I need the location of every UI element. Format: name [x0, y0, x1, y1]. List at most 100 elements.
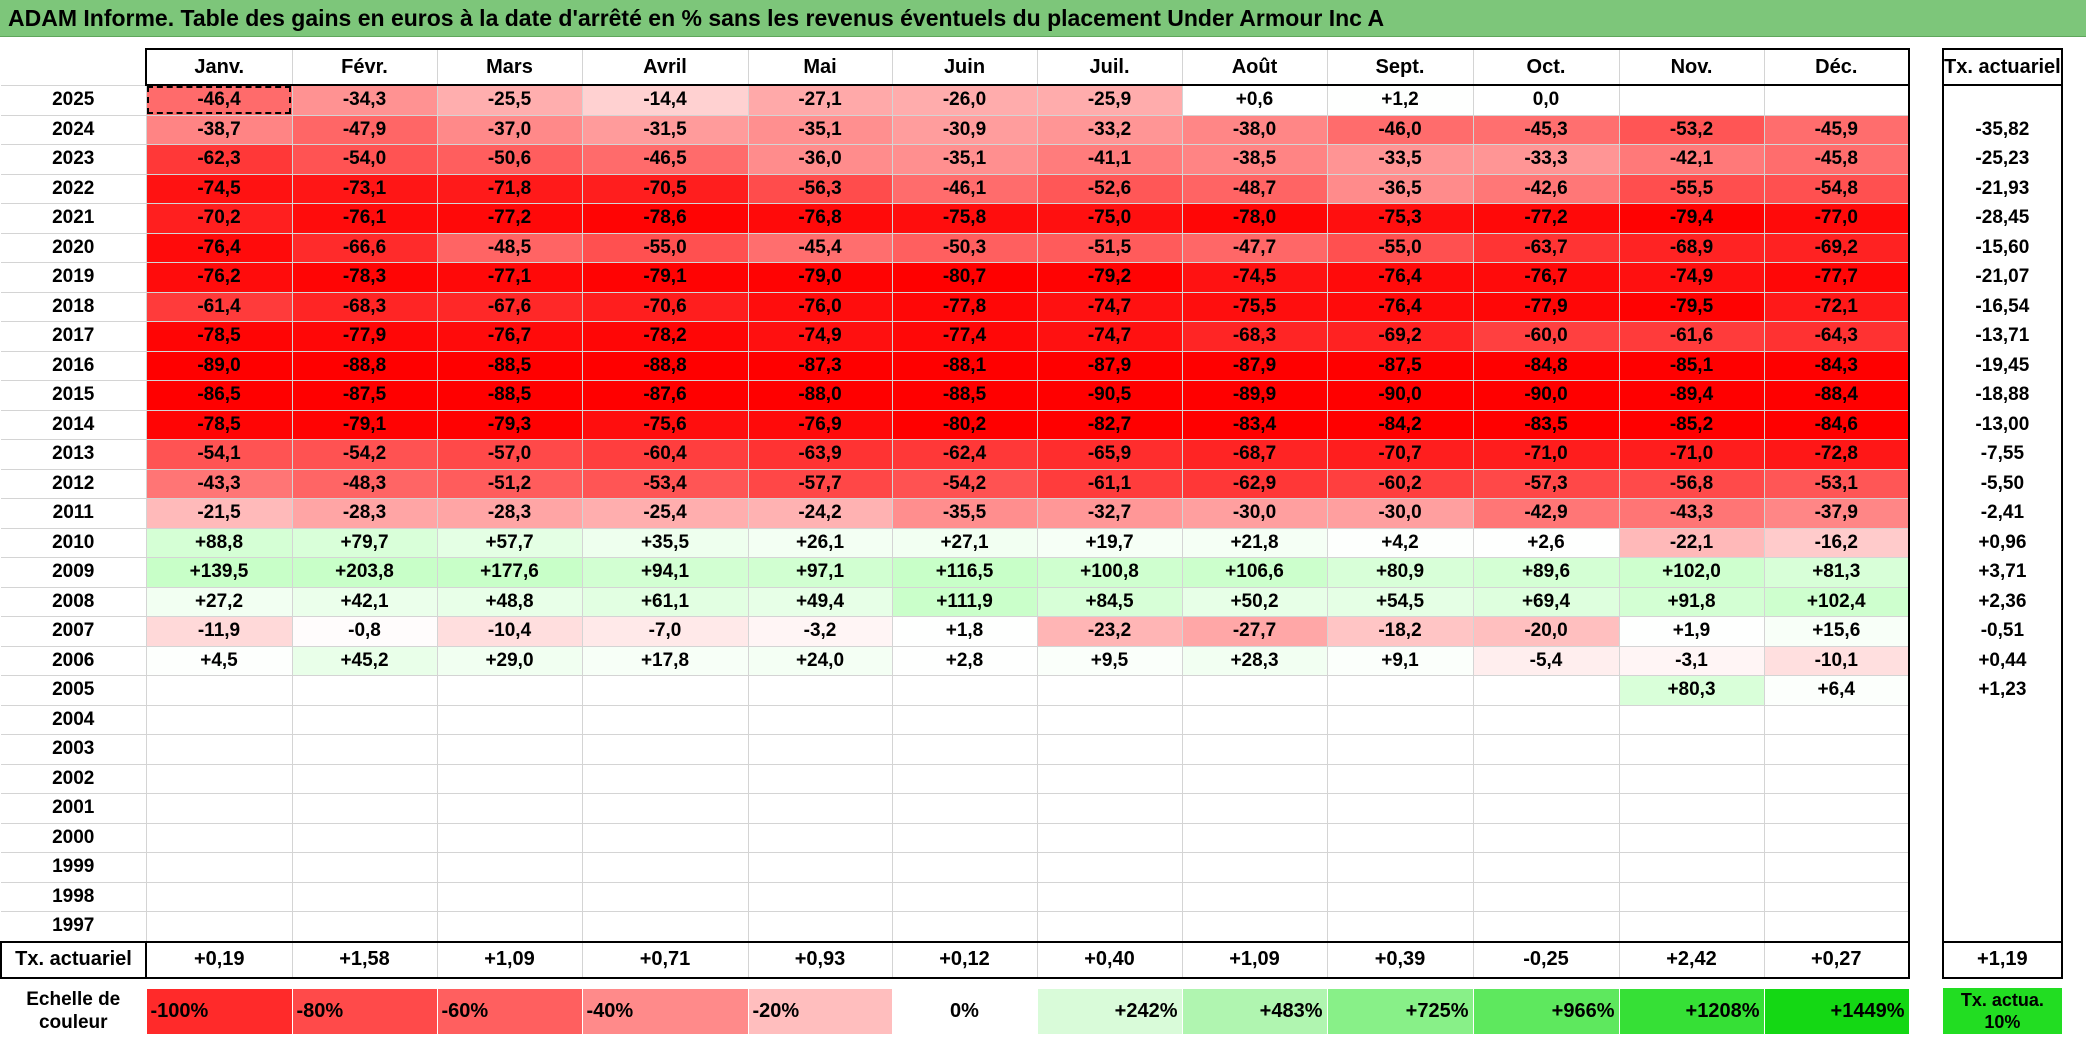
month-cell[interactable]: -88,5: [436, 380, 583, 411]
month-cell[interactable]: [1618, 793, 1765, 824]
month-cell[interactable]: -48,5: [436, 232, 583, 263]
month-cell[interactable]: -70,5: [581, 173, 749, 204]
month-cell[interactable]: [1472, 852, 1620, 883]
month-cell[interactable]: [1326, 911, 1474, 942]
month-cell[interactable]: -76,4: [1326, 262, 1474, 293]
month-cell[interactable]: -28,3: [291, 498, 438, 529]
month-cell[interactable]: +26,1: [747, 527, 893, 558]
month-cell[interactable]: -25,9: [1036, 84, 1183, 116]
month-cell[interactable]: -72,1: [1763, 291, 1910, 322]
month-cell[interactable]: [891, 822, 1038, 853]
month-cell[interactable]: -53,2: [1618, 114, 1765, 145]
month-cell[interactable]: -87,9: [1036, 350, 1183, 381]
month-cell[interactable]: -24,2: [747, 498, 893, 529]
month-cell[interactable]: -76,0: [747, 291, 893, 322]
month-cell[interactable]: [436, 881, 583, 912]
month-cell[interactable]: -88,8: [581, 350, 749, 381]
month-cell[interactable]: -11,9: [145, 616, 293, 647]
month-cell[interactable]: +6,4: [1763, 675, 1910, 706]
month-cell[interactable]: -42,6: [1472, 173, 1620, 204]
month-cell[interactable]: [145, 881, 293, 912]
month-cell[interactable]: -90,0: [1326, 380, 1474, 411]
month-cell[interactable]: -54,0: [291, 144, 438, 175]
month-cell[interactable]: [1036, 704, 1183, 735]
month-cell[interactable]: -78,3: [291, 262, 438, 293]
month-cell[interactable]: [145, 793, 293, 824]
month-cell[interactable]: +49,4: [747, 586, 893, 617]
month-cell[interactable]: -71,8: [436, 173, 583, 204]
month-cell[interactable]: [1036, 763, 1183, 794]
month-cell[interactable]: [581, 852, 749, 883]
month-cell[interactable]: [891, 881, 1038, 912]
month-cell[interactable]: [891, 675, 1038, 706]
month-cell[interactable]: [1326, 763, 1474, 794]
month-cell[interactable]: -74,9: [1618, 262, 1765, 293]
month-cell[interactable]: [1326, 704, 1474, 735]
month-cell[interactable]: -78,6: [581, 203, 749, 234]
month-cell[interactable]: -75,3: [1326, 203, 1474, 234]
month-cell[interactable]: -61,6: [1618, 321, 1765, 352]
month-cell[interactable]: +100,8: [1036, 557, 1183, 588]
month-cell[interactable]: +102,0: [1618, 557, 1765, 588]
month-cell[interactable]: -72,8: [1763, 439, 1910, 470]
month-cell[interactable]: -78,5: [145, 321, 293, 352]
month-cell[interactable]: -45,9: [1763, 114, 1910, 145]
month-cell[interactable]: -60,4: [581, 439, 749, 470]
month-cell[interactable]: [1181, 675, 1328, 706]
month-cell[interactable]: -55,0: [1326, 232, 1474, 263]
month-cell[interactable]: [1763, 822, 1910, 853]
month-cell[interactable]: -88,4: [1763, 380, 1910, 411]
month-cell[interactable]: [1618, 881, 1765, 912]
month-cell[interactable]: -80,7: [891, 262, 1038, 293]
month-cell[interactable]: +97,1: [747, 557, 893, 588]
month-cell[interactable]: -50,6: [436, 144, 583, 175]
month-cell[interactable]: -65,9: [1036, 439, 1183, 470]
month-cell[interactable]: -62,4: [891, 439, 1038, 470]
month-cell[interactable]: [581, 675, 749, 706]
month-cell[interactable]: [1763, 852, 1910, 883]
month-cell[interactable]: -34,3: [291, 84, 438, 116]
month-cell[interactable]: [1036, 881, 1183, 912]
month-cell[interactable]: [1472, 704, 1620, 735]
month-cell[interactable]: -79,5: [1618, 291, 1765, 322]
month-cell[interactable]: [1763, 793, 1910, 824]
month-cell[interactable]: -60,0: [1472, 321, 1620, 352]
month-cell[interactable]: -35,1: [891, 144, 1038, 175]
month-cell[interactable]: [747, 763, 893, 794]
month-cell[interactable]: [581, 704, 749, 735]
month-cell[interactable]: [1618, 704, 1765, 735]
month-cell[interactable]: +45,2: [291, 645, 438, 676]
month-cell[interactable]: -52,6: [1036, 173, 1183, 204]
month-cell[interactable]: +27,2: [145, 586, 293, 617]
month-cell[interactable]: [1326, 822, 1474, 853]
month-cell[interactable]: -71,0: [1618, 439, 1765, 470]
month-cell[interactable]: -57,7: [747, 468, 893, 499]
month-cell[interactable]: -42,1: [1618, 144, 1765, 175]
month-cell[interactable]: [1181, 763, 1328, 794]
month-cell[interactable]: -41,1: [1036, 144, 1183, 175]
month-cell[interactable]: -32,7: [1036, 498, 1183, 529]
month-cell[interactable]: -84,8: [1472, 350, 1620, 381]
month-cell[interactable]: -10,1: [1763, 645, 1910, 676]
month-cell[interactable]: -35,1: [747, 114, 893, 145]
month-cell[interactable]: -60,2: [1326, 468, 1474, 499]
month-cell[interactable]: -30,9: [891, 114, 1038, 145]
month-cell[interactable]: +61,1: [581, 586, 749, 617]
month-cell[interactable]: -53,4: [581, 468, 749, 499]
month-cell[interactable]: +89,6: [1472, 557, 1620, 588]
month-cell[interactable]: -50,3: [891, 232, 1038, 263]
month-cell[interactable]: [891, 852, 1038, 883]
month-cell[interactable]: -77,4: [891, 321, 1038, 352]
month-cell[interactable]: -25,5: [436, 84, 583, 116]
month-cell[interactable]: +0,6: [1181, 84, 1328, 116]
month-cell[interactable]: +80,9: [1326, 557, 1474, 588]
month-cell[interactable]: -87,5: [291, 380, 438, 411]
month-cell[interactable]: [291, 852, 438, 883]
month-cell[interactable]: -78,5: [145, 409, 293, 440]
month-cell[interactable]: +102,4: [1763, 586, 1910, 617]
month-cell[interactable]: -75,5: [1181, 291, 1328, 322]
month-cell[interactable]: [436, 763, 583, 794]
month-cell[interactable]: [1763, 734, 1910, 765]
month-cell[interactable]: -74,5: [1181, 262, 1328, 293]
month-cell[interactable]: -82,7: [1036, 409, 1183, 440]
